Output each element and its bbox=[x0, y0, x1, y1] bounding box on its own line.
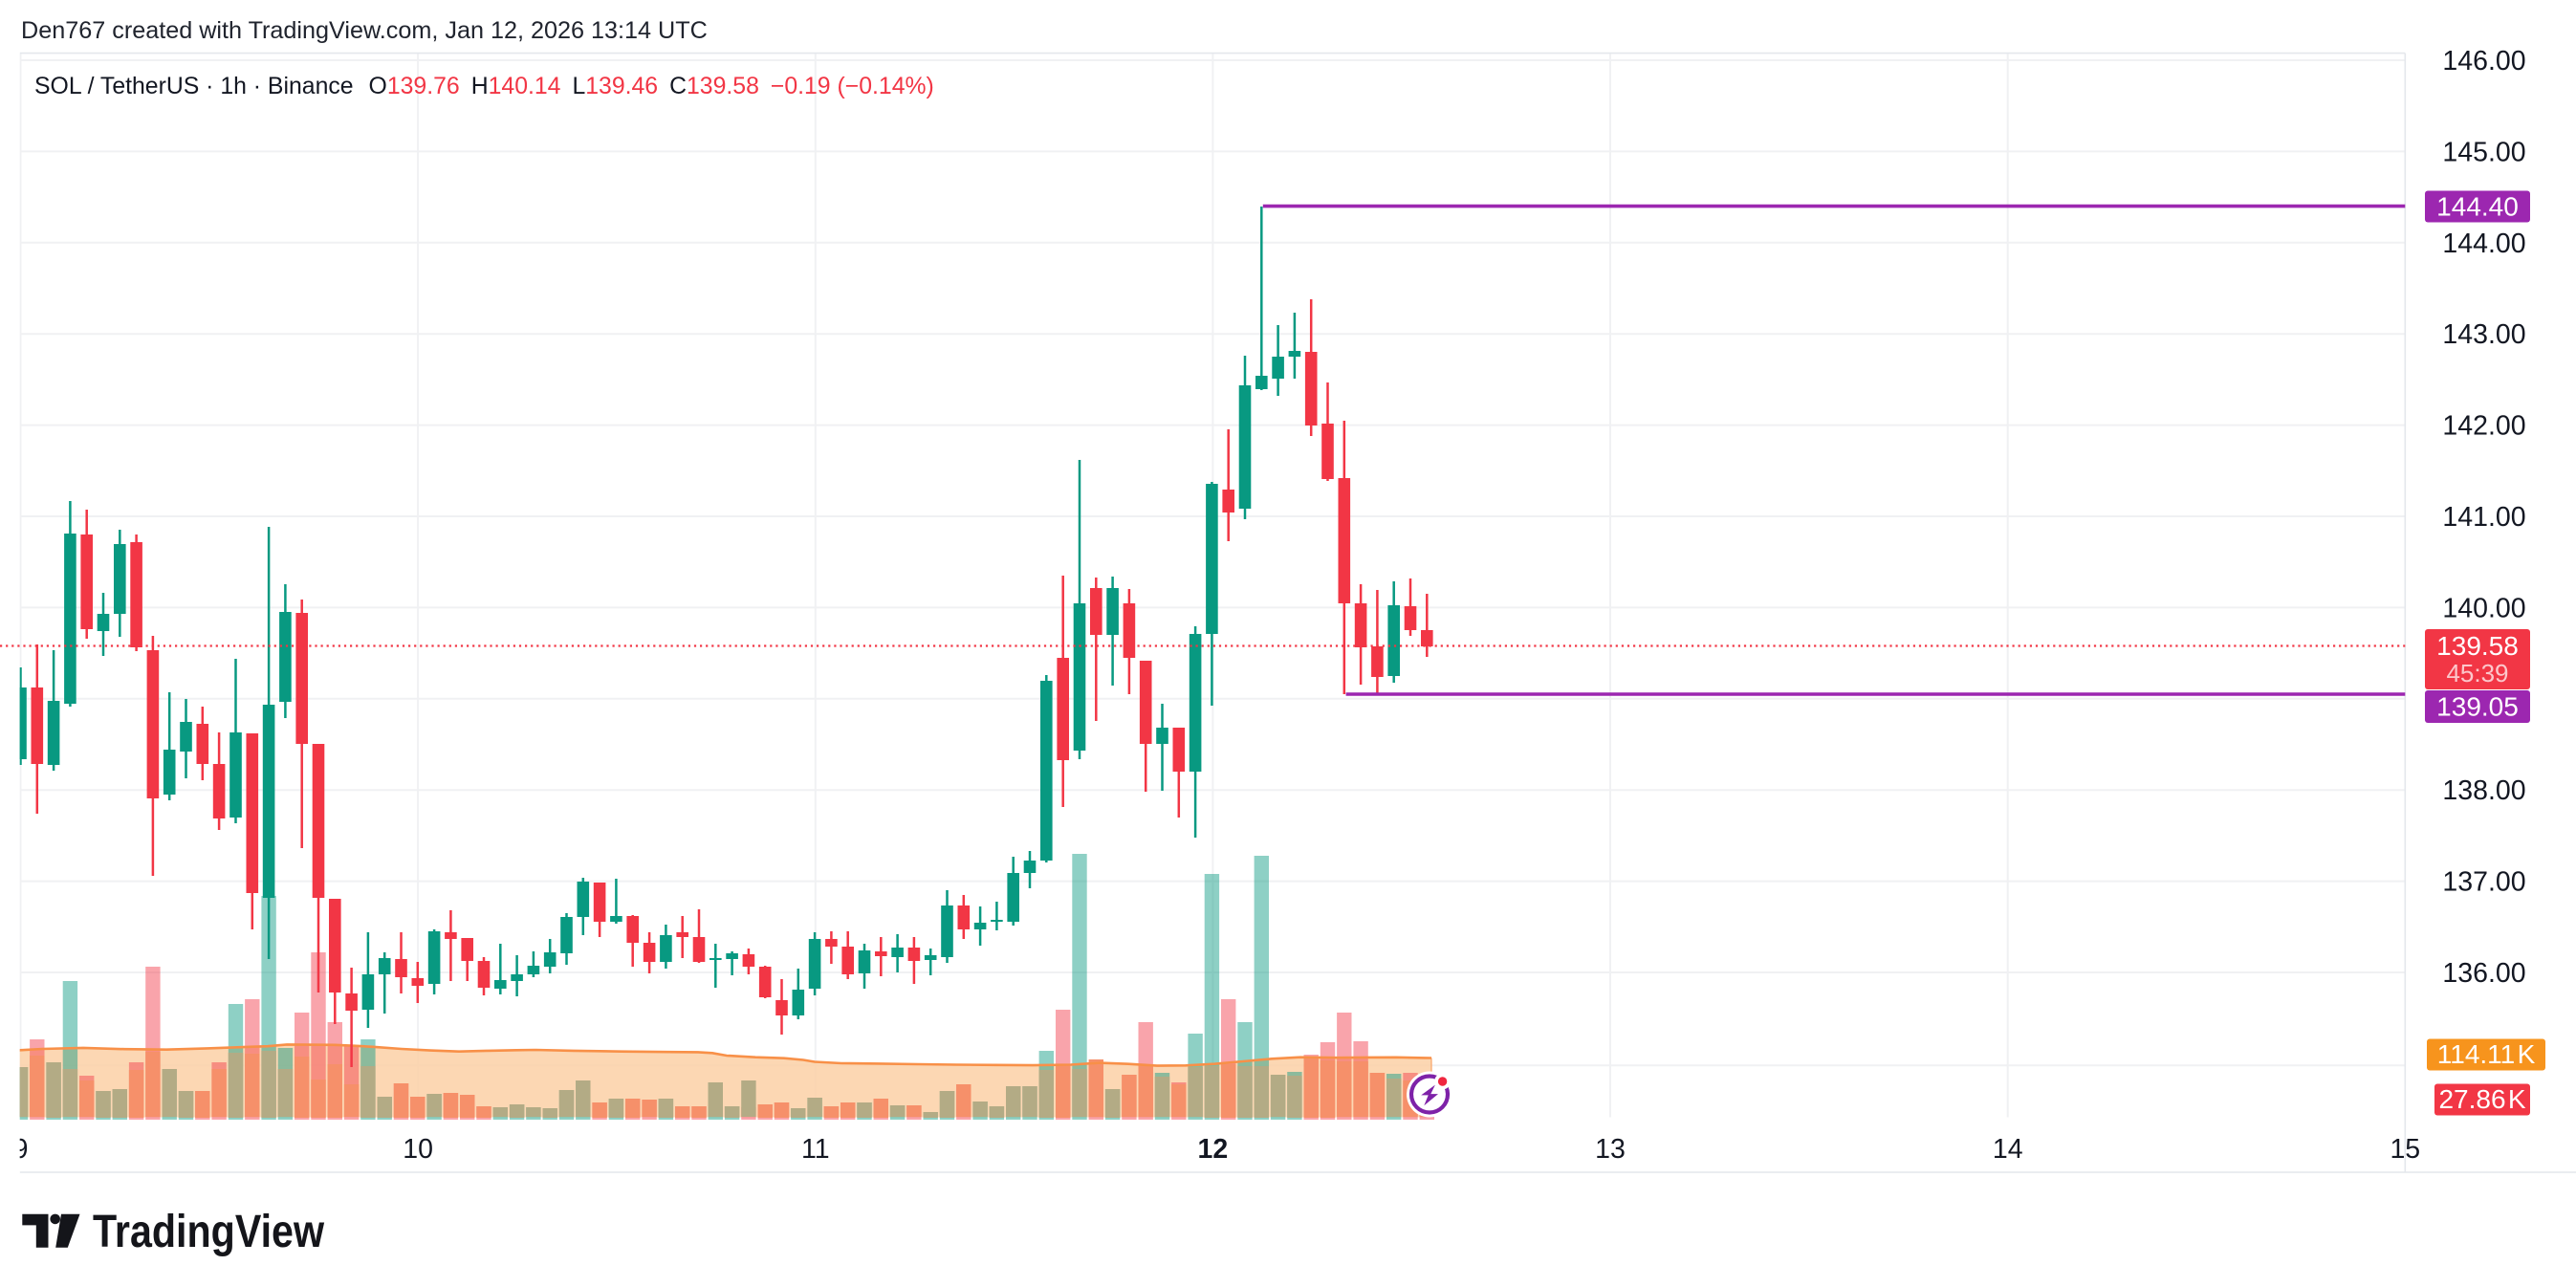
svg-text:TradingView: TradingView bbox=[93, 1206, 324, 1257]
svg-text:114.11 K: 114.11 K bbox=[2437, 1039, 2536, 1069]
svg-text:12: 12 bbox=[1198, 1134, 1229, 1165]
svg-text:145.00: 145.00 bbox=[2442, 137, 2525, 167]
svg-text:142.00: 142.00 bbox=[2442, 411, 2525, 442]
svg-text:144.00: 144.00 bbox=[2442, 229, 2525, 259]
svg-text:10: 10 bbox=[403, 1134, 433, 1165]
svg-text:11: 11 bbox=[801, 1134, 830, 1165]
svg-text:136.00: 136.00 bbox=[2442, 958, 2525, 989]
svg-text:144.40: 144.40 bbox=[2436, 192, 2519, 222]
svg-text:146.00: 146.00 bbox=[2442, 46, 2525, 76]
svg-text:141.00: 141.00 bbox=[2442, 502, 2525, 533]
svg-text:14: 14 bbox=[1993, 1134, 2023, 1165]
svg-text:13: 13 bbox=[1595, 1134, 1626, 1165]
svg-text:137.00: 137.00 bbox=[2442, 867, 2525, 898]
svg-text:Den767 created with TradingVie: Den767 created with TradingView.com, Jan… bbox=[21, 17, 708, 44]
svg-text:139.58: 139.58 bbox=[2436, 631, 2519, 661]
svg-text:9: 9 bbox=[13, 1134, 29, 1165]
svg-text:15: 15 bbox=[2390, 1134, 2420, 1165]
svg-text:143.00: 143.00 bbox=[2442, 319, 2525, 350]
svg-text:27.86 K: 27.86 K bbox=[2438, 1084, 2525, 1114]
svg-text:140.00: 140.00 bbox=[2442, 593, 2525, 623]
svg-text:45:39: 45:39 bbox=[2446, 659, 2508, 687]
svg-text:138.00: 138.00 bbox=[2442, 775, 2525, 806]
svg-text:139.05: 139.05 bbox=[2436, 692, 2519, 722]
